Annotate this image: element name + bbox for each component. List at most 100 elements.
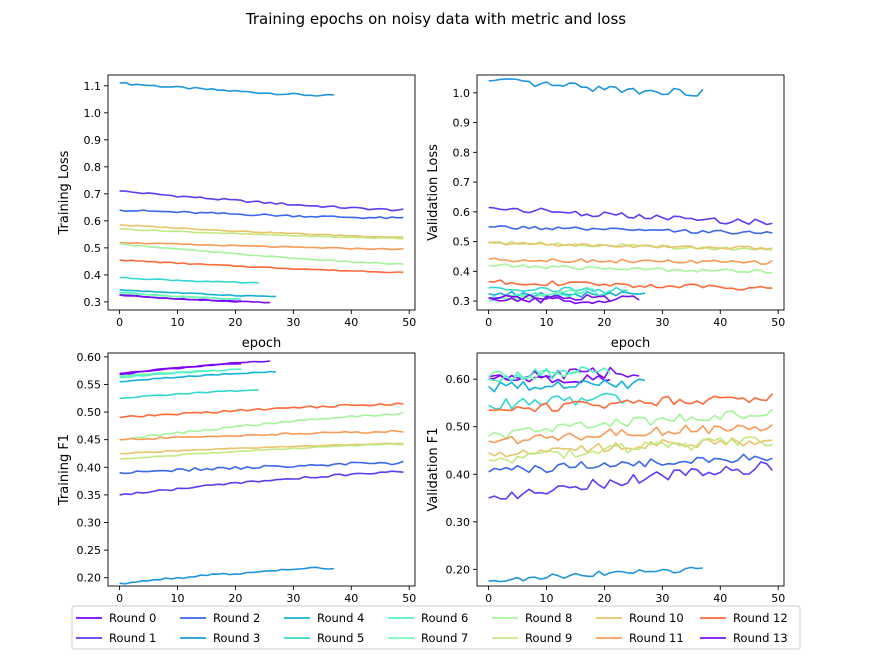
axes-frame	[476, 74, 785, 311]
y-tick-label: 0.25	[77, 544, 102, 557]
series-line-round-3	[119, 81, 334, 97]
axes-frame	[476, 352, 785, 587]
legend-entry: Round 7	[388, 631, 468, 645]
legend-label: Round 10	[629, 611, 684, 625]
x-tick-label: 30	[286, 592, 300, 605]
y-tick-label: 0.55	[77, 378, 102, 391]
legend-label: Round 0	[109, 611, 156, 625]
x-tick-label: 30	[655, 592, 669, 605]
x-axis-label: epoch	[242, 336, 282, 351]
x-tick-label: 50	[771, 592, 785, 605]
series-line-round-8	[488, 408, 773, 440]
series-line-round-0	[119, 362, 242, 376]
legend-label: Round 1	[109, 631, 156, 645]
y-tick-label: 0.35	[77, 489, 102, 502]
y-tick-label: 0.7	[84, 188, 102, 201]
x-tick-label: 10	[171, 592, 185, 605]
series-line-round-12	[488, 393, 774, 413]
y-tick-label: 0.5	[84, 242, 102, 255]
y-tick-label: 0.20	[446, 563, 471, 576]
series-line-round-11	[119, 429, 404, 441]
y-axis-label: Validation F1	[426, 427, 441, 511]
y-tick-label: 0.50	[77, 406, 102, 419]
legend-entry: Round 1	[76, 631, 156, 645]
x-tick-label: 50	[402, 592, 416, 605]
y-tick-label: 0.45	[77, 434, 102, 447]
y-tick-label: 0.3	[84, 296, 102, 309]
figure-title: Training epochs on noisy data with metri…	[245, 10, 626, 28]
series-line-round-4	[119, 370, 277, 383]
y-tick-label: 1.0	[453, 87, 471, 100]
series-line-round-4	[488, 290, 646, 299]
x-tick-label: 20	[228, 592, 242, 605]
series-line-round-1	[119, 470, 404, 496]
legend-entry: Round 12	[700, 611, 788, 625]
series-line-round-13	[488, 366, 640, 382]
series-line-round-13	[488, 293, 640, 303]
series-line-round-2	[488, 225, 773, 235]
series-line-round-9	[488, 435, 773, 464]
x-tick-label: 10	[540, 316, 554, 329]
y-axis-label: Training Loss	[57, 150, 72, 235]
series-line-round-3	[119, 566, 334, 585]
x-tick-label: 20	[228, 316, 242, 329]
y-tick-label: 0.8	[84, 161, 102, 174]
y-tick-label: 0.60	[446, 373, 471, 386]
legend-entry: Round 3	[180, 631, 260, 645]
legend-label: Round 11	[629, 631, 684, 645]
legend-entry: Round 13	[700, 631, 788, 645]
series-line-round-1	[119, 190, 404, 212]
series-line-round-8	[488, 263, 773, 274]
legend-entry: Round 2	[180, 611, 260, 625]
x-tick-label: 50	[402, 316, 416, 329]
series-line-round-3	[488, 566, 703, 583]
x-tick-label: 40	[344, 592, 358, 605]
y-tick-label: 0.50	[446, 421, 471, 434]
series-line-round-11	[119, 241, 404, 251]
series-line-round-11	[488, 424, 773, 445]
series-line-round-2	[119, 460, 404, 475]
x-tick-label: 0	[485, 592, 492, 605]
legend-entry: Round 11	[596, 631, 684, 645]
y-tick-label: 0.30	[77, 517, 102, 530]
series-line-round-2	[119, 209, 404, 220]
series-line-round-9	[119, 443, 404, 460]
legend-label: Round 7	[421, 631, 468, 645]
subplot-1: 0 10 20 30 40 50 0.3 0.4 0.5 0.6 0.7 0.8 0.9 1.0 1.1 ep…	[57, 74, 416, 351]
x-tick-label: 10	[540, 592, 554, 605]
y-tick-label: 0.4	[453, 265, 471, 278]
subplot-2: 0 10 20 30 40 50 0.3 0.4 0.5 0.6 0.7 0.8 0.9 1.0 epoch…	[426, 74, 785, 351]
legend-label: Round 3	[213, 631, 260, 645]
series-line-round-4	[119, 288, 277, 298]
legend-entry: Round 10	[596, 611, 684, 625]
legend-entry: Round 6	[388, 611, 468, 625]
y-axis-label: Training F1	[57, 434, 72, 506]
x-tick-label: 10	[171, 316, 185, 329]
series-line-round-10	[119, 442, 404, 455]
series-line-round-6	[119, 368, 242, 379]
series-line-round-8	[119, 411, 404, 441]
x-tick-label: 40	[713, 592, 727, 605]
x-tick-label: 50	[771, 316, 785, 329]
y-tick-label: 0.20	[77, 572, 102, 585]
legend-label: Round 5	[317, 631, 364, 645]
y-tick-label: 0.6	[84, 215, 102, 228]
series-line-round-12	[488, 279, 773, 291]
series-line-round-1	[488, 206, 773, 226]
legend: Round 0 Round 1 Round 2 Round 3 Round 4 Round…	[71, 605, 801, 650]
series-line-round-3	[488, 78, 704, 97]
y-tick-label: 0.9	[453, 117, 471, 130]
series-line-round-8	[119, 243, 404, 265]
y-tick-label: 1.0	[84, 107, 102, 120]
subplot-3: 0 10 20 30 40 50 0.20 0.25 0.30 0.35 0.40 0.45 0.50 0…	[57, 351, 416, 605]
series-line-round-12	[119, 402, 404, 419]
y-tick-label: 1.1	[84, 80, 102, 93]
y-tick-label: 0.9	[84, 134, 102, 147]
x-tick-label: 30	[655, 316, 669, 329]
legend-label: Round 12	[733, 611, 788, 625]
series-line-round-6	[488, 366, 611, 382]
series-line-round-7	[119, 293, 213, 299]
legend-label: Round 13	[733, 631, 788, 645]
y-tick-label: 0.60	[77, 351, 102, 364]
y-tick-label: 0.40	[77, 461, 102, 474]
